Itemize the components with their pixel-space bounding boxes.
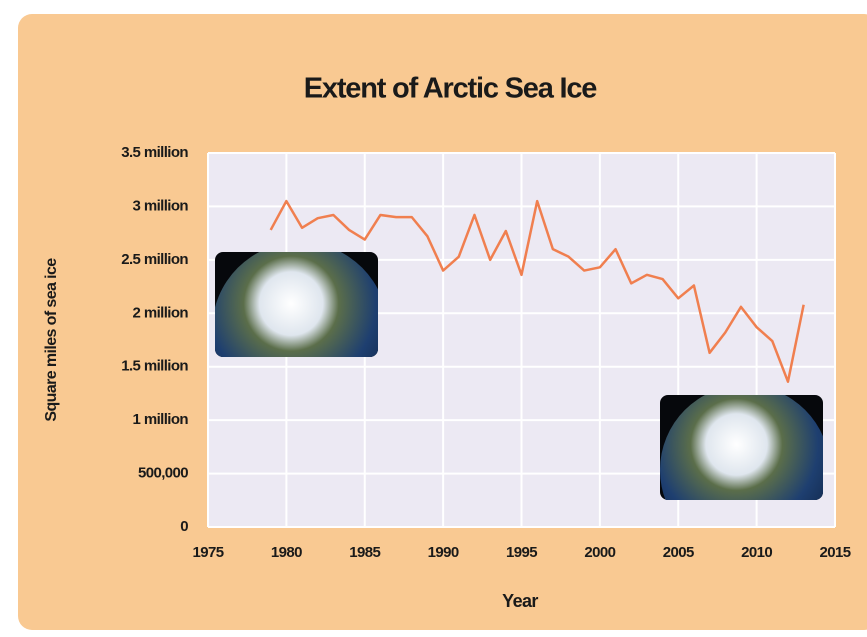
x-tick-label: 1995: [506, 544, 537, 561]
x-tick-label: 1990: [428, 544, 459, 561]
chart-title: Extent of Arctic Sea Ice: [304, 73, 598, 105]
y-tick-label: 3 million: [133, 197, 189, 214]
x-tick-label: 2000: [584, 544, 615, 561]
x-tick-label: 2010: [741, 544, 772, 561]
grid: [207, 152, 836, 528]
x-tick-label: 2015: [820, 544, 851, 561]
data-line: [269, 199, 805, 383]
lines: [269, 199, 805, 383]
y-tick-label: 3.5 million: [121, 144, 188, 161]
x-tick-label: 2005: [663, 544, 694, 561]
x-tick-label: 1985: [349, 544, 380, 561]
x-tick-label: 1975: [193, 544, 224, 561]
photo-1979: [215, 252, 378, 357]
y-tick-label: 1.5 million: [121, 358, 188, 375]
y-tick-label: 2.5 million: [121, 251, 188, 268]
x-axis-label: Year: [502, 591, 538, 611]
y-tick-label: 2 million: [133, 304, 189, 321]
x-tick-label: 1980: [271, 544, 302, 561]
y-tick-label: 0: [180, 518, 188, 535]
y-axis-label: Square miles of sea ice: [43, 258, 60, 422]
y-tick-label: 500,000: [138, 465, 188, 482]
photo-2012: [660, 395, 823, 500]
y-tick-label: 1 million: [133, 411, 189, 428]
